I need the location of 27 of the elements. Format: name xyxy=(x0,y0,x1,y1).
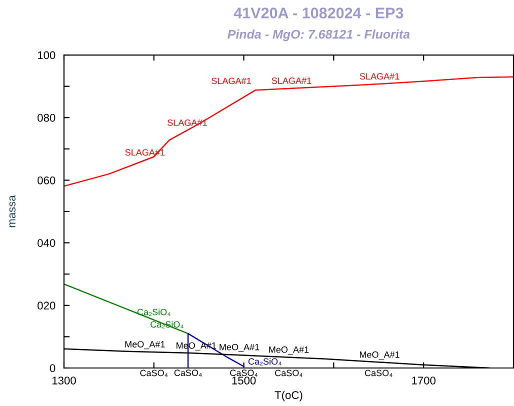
annotation: SLAGA#1 xyxy=(272,78,312,84)
text: CaSO₄ xyxy=(275,370,303,377)
annotation: MeO_A#1 xyxy=(269,346,309,354)
text: CaSO₄ xyxy=(364,370,392,377)
x-tick-label: 1300 xyxy=(52,376,76,384)
x-tick-label: 1700 xyxy=(412,376,436,384)
y-tick-label: 0 xyxy=(50,364,56,372)
y-tick-label: 060 xyxy=(38,176,56,184)
y-tick-label: 020 xyxy=(38,302,56,310)
chart-subtitle: Pinda - MgO: 7.68121 - Fluorita xyxy=(228,30,410,42)
annotation: SLAGA#1 xyxy=(212,78,251,84)
x-axis-title: T(oC) xyxy=(274,390,302,402)
annotation: MeO_A#1 xyxy=(360,351,400,360)
annotation: Ca₂SiO₄ xyxy=(137,308,170,316)
annotation: Ca₂SiO₄ xyxy=(248,358,282,366)
annotation: MeO_A#1 xyxy=(220,344,260,352)
y-axis-title: massa xyxy=(9,195,16,228)
y-tick-label: 040 xyxy=(38,239,56,247)
annotation: CaSO₄ xyxy=(174,370,202,377)
chart-title: 41V20A - 1082024 - EP3 xyxy=(234,8,404,18)
y-tick-label: 080 xyxy=(38,114,56,122)
annotation: SLAGA#1 xyxy=(360,73,400,80)
annotation: MeO_A#1 xyxy=(125,341,165,350)
x-tick-label: 1500 xyxy=(232,376,256,384)
text: CaSO₄ xyxy=(140,370,168,377)
y-tick-label: 100 xyxy=(38,51,56,60)
annotation: CaSO₄ xyxy=(230,370,258,377)
